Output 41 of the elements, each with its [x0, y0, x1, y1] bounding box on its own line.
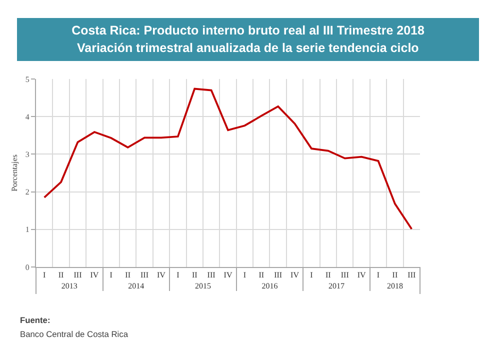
- y-tick-label: 4: [25, 112, 30, 122]
- category-label: III: [408, 270, 416, 280]
- chart-subtitle: Variación trimestral anualizada de la serie tendencia ciclo: [77, 41, 420, 55]
- category-label: II: [58, 270, 64, 280]
- category-label: II: [258, 270, 264, 280]
- y-tick-label: 0: [25, 262, 30, 272]
- category-label: I: [243, 270, 246, 280]
- line-series: [43, 88, 413, 230]
- category-label: II: [326, 270, 331, 280]
- category-label: III: [207, 270, 216, 280]
- category-label: II: [192, 270, 198, 280]
- y-tick-label: 5: [25, 74, 30, 84]
- category-label: I: [110, 270, 112, 280]
- category-label: IV: [224, 270, 232, 280]
- category-label: II: [125, 270, 130, 280]
- category-label: 2017: [328, 282, 345, 291]
- category-label: I: [176, 270, 180, 280]
- chart-title: Costa Rica: Producto interno bruto real al III Trimestre 2018: [72, 23, 424, 38]
- source-note: Fuente:: [20, 315, 50, 325]
- category-label: IV: [156, 270, 166, 280]
- category-label: 2016: [262, 282, 278, 291]
- category-label: III: [140, 270, 149, 280]
- category-label: 2013: [61, 282, 78, 291]
- category-label: I: [43, 270, 46, 280]
- category-label: 2014: [128, 282, 144, 291]
- category-label: IV: [357, 270, 366, 280]
- category-label: III: [74, 270, 82, 280]
- y-tick-label: 2: [25, 188, 30, 197]
- category-label: I: [310, 270, 313, 280]
- category-label: IV: [290, 270, 300, 280]
- category-label: 2015: [194, 282, 211, 291]
- text: Banco Central de Costa Rica: [20, 329, 128, 339]
- category-label: I: [376, 270, 380, 280]
- category-label: 2018: [386, 282, 403, 291]
- y-axis-title: Porcentajes: [10, 154, 20, 192]
- category-label: III: [274, 270, 282, 280]
- y-tick-label: 3: [25, 150, 30, 159]
- category-label: II: [392, 270, 398, 280]
- y-tick-label: 1: [25, 225, 30, 234]
- category-label: III: [340, 270, 349, 280]
- category-label: IV: [90, 270, 99, 280]
